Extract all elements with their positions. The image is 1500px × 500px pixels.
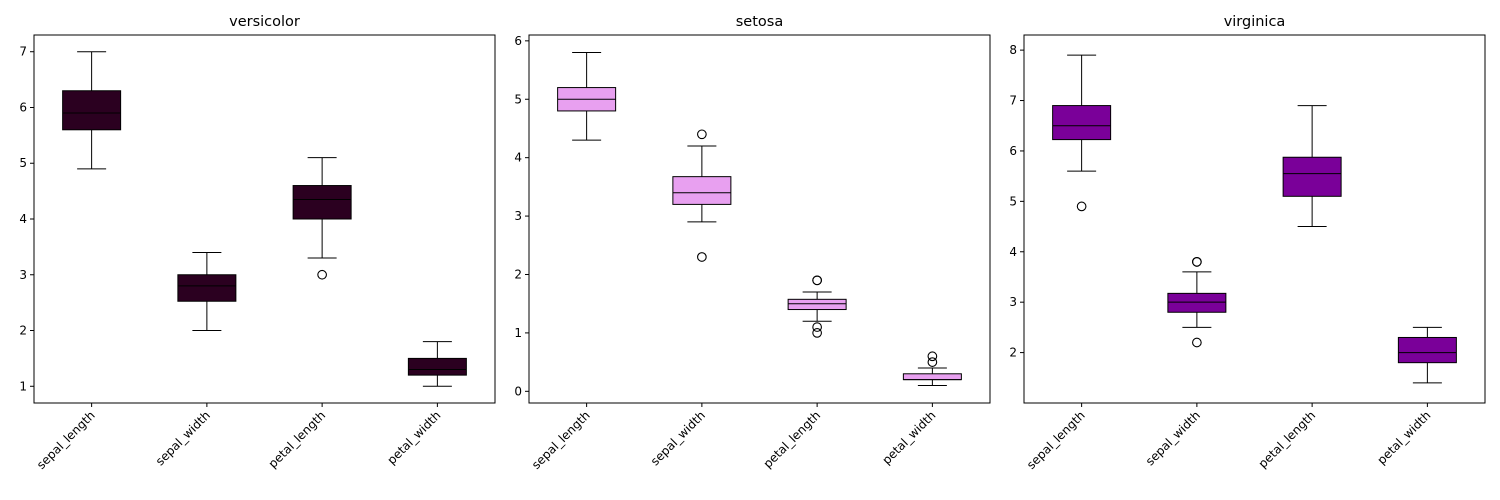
x-tick-label: sepal_length — [1024, 408, 1088, 472]
chart-panel-virginica: virginica 2 3 4 5 6 7 8 sepal_length sepal_width p… — [1009, 14, 1486, 472]
y-tick-label: 4 — [514, 151, 522, 165]
box-body — [1167, 292, 1227, 313]
y-tick-label: 5 — [1009, 194, 1017, 208]
y-tick-label: 1 — [514, 326, 522, 340]
box-body — [62, 90, 122, 131]
chart-panel-setosa: setosa 0 1 2 3 4 5 6 sepal_length sepal_width peta… — [514, 14, 991, 472]
x-tick-label: petal_width — [1374, 408, 1433, 467]
y-tick-label: 2 — [19, 324, 27, 338]
box-petal_length — [292, 157, 352, 280]
outlier-point — [697, 252, 707, 262]
box-sepal_width — [672, 129, 732, 262]
x-tick-label: sepal_width — [1143, 408, 1203, 468]
chart-panel-versicolor: versicolor 1 2 3 4 5 6 7 sepal_length sepal_width… — [19, 14, 496, 472]
y-tick-label: 3 — [19, 268, 27, 282]
outlier-point — [927, 357, 938, 367]
outlier-point — [812, 275, 822, 286]
y-tick-label: 7 — [19, 45, 27, 59]
box-petal_width — [1397, 326, 1457, 384]
box-petal_length — [787, 275, 847, 338]
y-tick-label: 7 — [1009, 94, 1017, 108]
outlier-point — [927, 351, 938, 362]
box-body — [672, 176, 732, 205]
x-tick-label: sepal_length — [529, 408, 593, 472]
chart-title: virginica — [1224, 14, 1286, 30]
chart-title: versicolor — [229, 14, 300, 30]
y-tick-label: 6 — [19, 100, 27, 114]
outlier-point — [1192, 337, 1202, 348]
y-tick-label: 1 — [19, 379, 27, 393]
outlier-point — [317, 269, 327, 280]
x-tick-label: sepal_length — [34, 408, 98, 472]
x-tick-label: petal_length — [761, 408, 824, 471]
outlier-point — [812, 328, 822, 338]
y-tick-label: 2 — [1009, 346, 1017, 360]
box-body — [407, 357, 467, 376]
x-tick-label: petal_width — [879, 408, 938, 467]
box-body — [292, 185, 352, 220]
y-tick-label: 8 — [1009, 43, 1017, 57]
box-body — [1397, 336, 1457, 364]
box-petal_width — [407, 341, 467, 387]
axes-frame — [33, 34, 496, 404]
y-tick-label: 2 — [514, 267, 522, 281]
box-body — [902, 373, 962, 381]
x-tick-label: petal_width — [384, 408, 443, 467]
chart-title: setosa — [736, 14, 783, 30]
y-tick-label: 5 — [19, 156, 27, 170]
axes-frame — [528, 34, 991, 404]
box-sepal_width — [1167, 256, 1227, 348]
box-petal_length — [1282, 105, 1342, 228]
y-tick-label: 4 — [19, 212, 27, 226]
box-sepal_length — [557, 52, 617, 141]
outlier-point — [697, 129, 707, 140]
outlier-point — [812, 322, 822, 332]
y-tick-label: 5 — [514, 92, 522, 106]
box-body — [1052, 105, 1112, 141]
y-tick-label: 6 — [514, 34, 522, 48]
y-tick-label: 4 — [1009, 245, 1017, 259]
box-sepal_length — [62, 51, 122, 170]
x-tick-label: sepal_width — [648, 408, 708, 468]
outlier-point — [1076, 201, 1087, 212]
x-tick-label: sepal_width — [153, 408, 213, 468]
y-tick-label: 0 — [514, 384, 522, 398]
axes-frame — [1023, 34, 1486, 404]
box-sepal_length — [1052, 54, 1112, 212]
x-tick-label: petal_length — [266, 408, 329, 471]
y-tick-label: 6 — [1009, 144, 1017, 158]
box-body — [1282, 156, 1342, 197]
x-tick-label: petal_length — [1256, 408, 1319, 471]
box-petal_width — [902, 351, 962, 386]
y-tick-label: 3 — [514, 209, 522, 223]
box-sepal_width — [177, 251, 237, 332]
box-body — [177, 274, 237, 302]
outlier-point — [1192, 256, 1202, 267]
y-tick-label: 3 — [1009, 295, 1017, 309]
box-body — [787, 298, 847, 311]
